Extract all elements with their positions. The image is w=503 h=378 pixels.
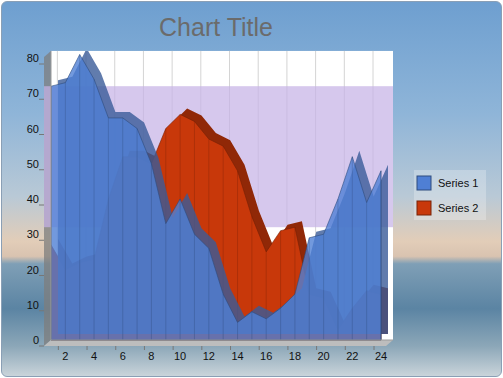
y-tick	[39, 240, 44, 241]
area-divider	[208, 248, 209, 340]
area-divider	[137, 129, 138, 341]
area-divider	[352, 157, 353, 340]
area-divider	[122, 118, 123, 340]
y-axis-line	[51, 51, 52, 340]
area-divider	[237, 322, 238, 340]
x-tick-label: 6	[120, 350, 126, 362]
y-tick-label: 0	[33, 334, 39, 346]
y-tick	[39, 346, 44, 347]
legend-label: Series 1	[438, 177, 478, 189]
legend-swatch	[417, 176, 431, 190]
y-tick-label: 10	[27, 299, 39, 311]
x-tick	[87, 346, 88, 350]
area-divider	[266, 319, 267, 340]
x-tick	[144, 346, 145, 350]
y-tick-label: 80	[27, 52, 39, 64]
area-divider	[165, 224, 166, 340]
area-divider	[108, 118, 109, 340]
x-axis-line	[51, 340, 393, 341]
x-tick-label: 24	[375, 350, 387, 362]
y-tick	[39, 64, 44, 65]
y-tick-label: 50	[27, 158, 39, 170]
y-tick	[39, 205, 44, 206]
area-divider	[309, 238, 310, 340]
plot-marks	[51, 51, 388, 340]
x-tick-label: 12	[203, 350, 215, 362]
y-tick-label: 30	[27, 228, 39, 240]
y-tick	[39, 310, 44, 311]
area-divider	[194, 234, 195, 340]
x-tick-label: 4	[91, 350, 97, 362]
area-divider	[280, 308, 281, 340]
area	[51, 54, 381, 340]
area-divider	[94, 79, 95, 340]
x-tick-label: 10	[174, 350, 186, 362]
x-tick-label: 2	[62, 350, 68, 362]
legend-swatch	[417, 201, 431, 215]
area-divider	[180, 199, 181, 340]
area-divider	[337, 199, 338, 340]
x-tick	[58, 346, 59, 350]
y-tick-label: 40	[27, 193, 39, 205]
x-tick-label: 18	[289, 350, 301, 362]
y-tick	[39, 134, 44, 135]
y-tick	[39, 275, 44, 276]
chart-panel: {"chart_data": {"type": "area", "title":…	[1, 1, 502, 377]
area-divider	[323, 234, 324, 340]
area-divider	[366, 203, 367, 340]
legend-box	[414, 170, 486, 220]
y-tick-label: 70	[27, 87, 39, 99]
area-divider	[79, 54, 80, 340]
floor	[44, 340, 393, 346]
x-tick	[115, 346, 116, 350]
area-divider	[381, 171, 382, 340]
y-tick	[39, 99, 44, 100]
area-divider	[65, 83, 66, 340]
x-tick-label: 14	[231, 350, 243, 362]
x-tick-label: 16	[260, 350, 272, 362]
chart-title: Chart Title	[159, 13, 273, 41]
area-divider	[294, 294, 295, 340]
area-divider	[223, 294, 224, 340]
area-divider	[251, 312, 252, 340]
legend-label: Series 2	[438, 202, 478, 214]
x-tick-label: 8	[148, 350, 154, 362]
y-tick	[39, 169, 44, 170]
area-divider	[151, 164, 152, 340]
x-tick-label: 20	[317, 350, 329, 362]
y-tick-label: 60	[27, 123, 39, 135]
x-tick-label: 22	[346, 350, 358, 362]
y-tick-label: 20	[27, 264, 39, 276]
